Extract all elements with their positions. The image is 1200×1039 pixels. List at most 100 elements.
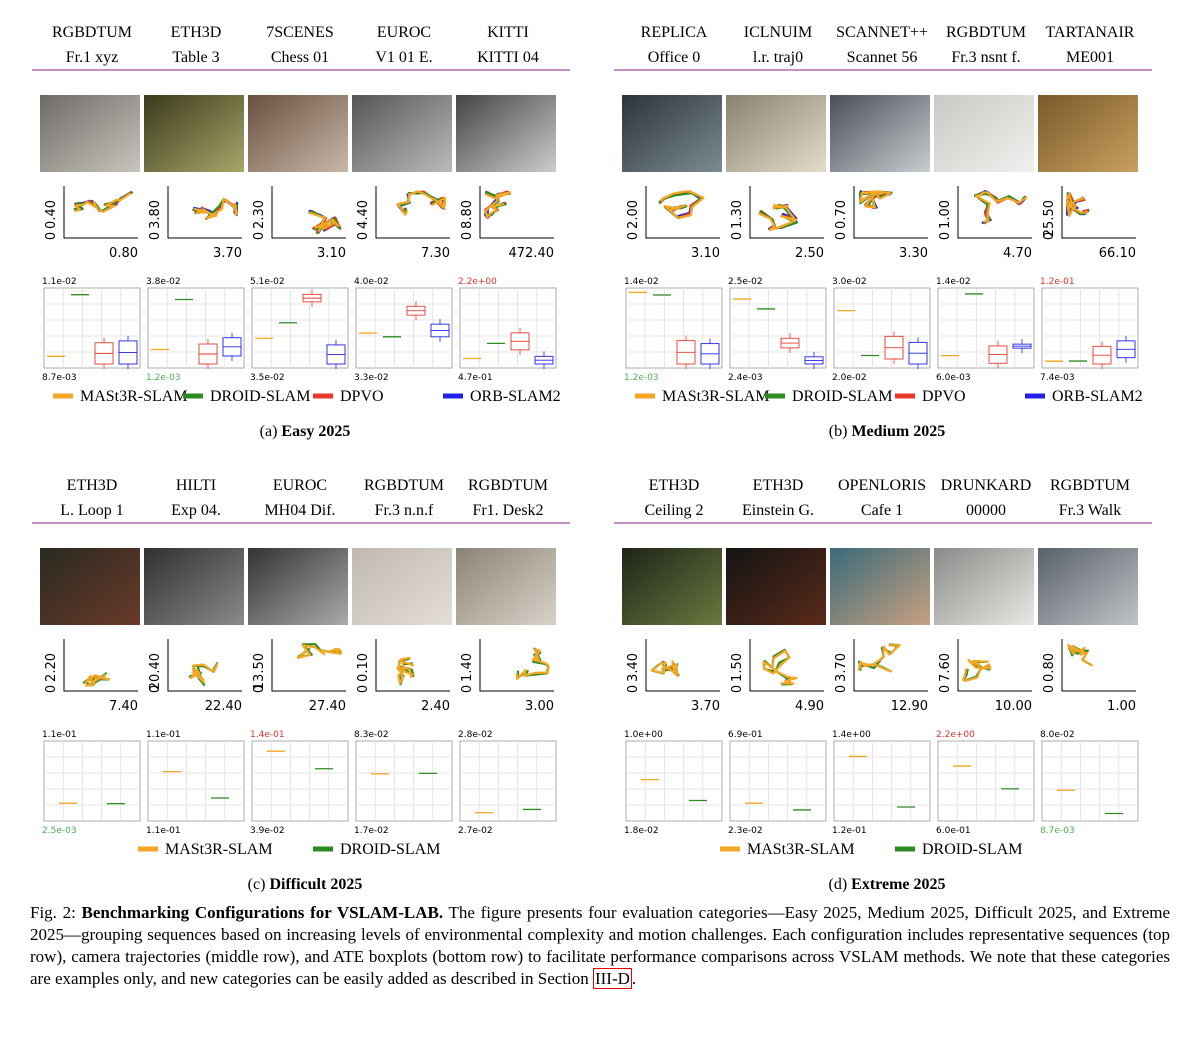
trajectory [973, 192, 1026, 224]
trajectory [962, 659, 992, 682]
sequence-name: V1 01 E. [375, 49, 432, 66]
x-tick-label: 3.10 [317, 246, 346, 261]
sequence-image [934, 548, 1034, 625]
trajectory [650, 660, 679, 677]
legend-label: DPVO [922, 388, 966, 405]
y-tick-label: 0 [460, 685, 475, 693]
box-min-label: 2.4e-03 [728, 373, 763, 383]
legend-label: MASt3R-SLAM [80, 388, 188, 405]
sequence-name: Cafe 1 [861, 502, 903, 519]
sequence-image [934, 95, 1034, 172]
x-tick-label: 7.40 [109, 699, 138, 714]
y-tick-label: 3.40 [626, 653, 641, 682]
y-tick-label: 0 [148, 685, 163, 693]
sequence-name: Fr.3 nsnt f. [951, 49, 1020, 66]
caption-label: Fig. 2: [30, 903, 76, 922]
subcaption-label: (a) [260, 423, 278, 440]
sequence-image [248, 548, 348, 625]
y-tick-label: 0 [1042, 232, 1057, 240]
box-max-label: 2.2e+00 [936, 730, 975, 740]
box-min-label: 6.0e-01 [936, 826, 971, 836]
box-max-label: 8.3e-02 [354, 730, 389, 740]
subcaption: (a) Easy 2025 [260, 423, 351, 440]
sequence-name: Fr.3 n.n.f [375, 502, 434, 519]
trajectory [757, 204, 797, 232]
box-max-label: 2.8e-02 [458, 730, 493, 740]
trajectory-axes [749, 186, 824, 239]
subcaption-title: Difficult 2025 [269, 876, 362, 893]
subcaption-title: Medium 2025 [851, 423, 945, 440]
box-min-label: 2.7e-02 [458, 826, 493, 836]
y-tick-label: 13.50 [252, 653, 267, 690]
sequence-image [40, 95, 140, 172]
box-min-label: 8.7e-03 [1040, 826, 1075, 836]
section-link[interactable]: III-D [592, 968, 632, 989]
trajectory-axes [167, 186, 242, 239]
boxplot-frame [625, 740, 723, 822]
trajectory-axes [645, 186, 720, 239]
box-min-label: 1.1e-01 [146, 826, 181, 836]
sequence-image [144, 95, 244, 172]
boxplot-frame [355, 740, 453, 822]
box-max-label: 2.5e-02 [728, 277, 763, 287]
subcaption: (d) Extreme 2025 [829, 876, 946, 893]
subcaption: (b) Medium 2025 [829, 423, 945, 440]
trajectory [762, 649, 798, 685]
boxplot-frame [147, 740, 245, 822]
trajectory [73, 190, 134, 212]
trajectory [975, 191, 1027, 225]
box-min-label: 2.5e-03 [42, 826, 77, 836]
legend-label: MASt3R-SLAM [662, 388, 770, 405]
trajectory-axes [645, 639, 720, 692]
sequence-name: ME001 [1066, 49, 1114, 66]
sequence-name: Ceiling 2 [644, 502, 703, 519]
x-tick-label: 7.30 [421, 246, 450, 261]
subcaption-label: (c) [248, 876, 266, 893]
dataset-name: ETH3D [67, 477, 118, 494]
trajectory [297, 644, 342, 659]
y-tick-label: 1.00 [938, 200, 953, 229]
box-max-label: 1.4e-02 [936, 277, 971, 287]
box-max-label: 1.0e+00 [624, 730, 663, 740]
y-tick-label: 0 [252, 685, 267, 693]
dataset-name: RGBDTUM [364, 477, 444, 494]
x-tick-label: 4.90 [795, 699, 824, 714]
sequence-image [622, 548, 722, 625]
box-min-label: 1.2e-03 [624, 373, 659, 383]
box-min-label: 3.5e-02 [250, 373, 285, 383]
box-min-label: 1.7e-02 [354, 826, 389, 836]
boxplot-frame [459, 740, 557, 822]
y-tick-label: 0 [834, 685, 849, 693]
dataset-name: ICLNUIM [744, 24, 812, 41]
trajectory-axes [375, 186, 450, 239]
trajectory-axes [1061, 639, 1136, 692]
x-tick-label: 3.70 [691, 699, 720, 714]
x-tick-label: 2.50 [795, 246, 824, 261]
legend-label: DROID-SLAM [792, 388, 892, 405]
sequence-name: L. Loop 1 [60, 502, 124, 519]
subcaption-label: (b) [829, 423, 848, 440]
sequence-image [726, 548, 826, 625]
caption-text: The figure presents four evaluation cate… [30, 903, 1171, 988]
sequence-name: MH04 Dif. [264, 502, 335, 519]
dataset-name: RGBDTUM [946, 24, 1026, 41]
box-max-label: 1.1e-01 [146, 730, 181, 740]
sequence-image [830, 95, 930, 172]
y-tick-label: 0 [44, 232, 59, 240]
box-max-label: 1.4e-02 [624, 277, 659, 287]
box-max-label: 4.0e-02 [354, 277, 389, 287]
y-tick-label: 0 [148, 232, 163, 240]
dataset-name: REPLICA [641, 24, 708, 41]
sequence-name: KITTI 04 [477, 49, 539, 66]
trajectory-axes [749, 639, 824, 692]
trajectory-axes [271, 186, 346, 239]
y-tick-label: 0 [626, 685, 641, 693]
y-tick-label: 0.10 [356, 653, 371, 682]
dataset-name: RGBDTUM [468, 477, 548, 494]
dataset-name: KITTI [487, 24, 529, 41]
box-max-label: 1.4e-01 [250, 730, 285, 740]
figure-caption: Fig. 2: Benchmarking Configurations for … [30, 902, 1170, 990]
dataset-name: HILTI [176, 477, 216, 494]
dataset-name: ETH3D [171, 24, 222, 41]
dataset-name: SCANNET++ [836, 24, 928, 41]
